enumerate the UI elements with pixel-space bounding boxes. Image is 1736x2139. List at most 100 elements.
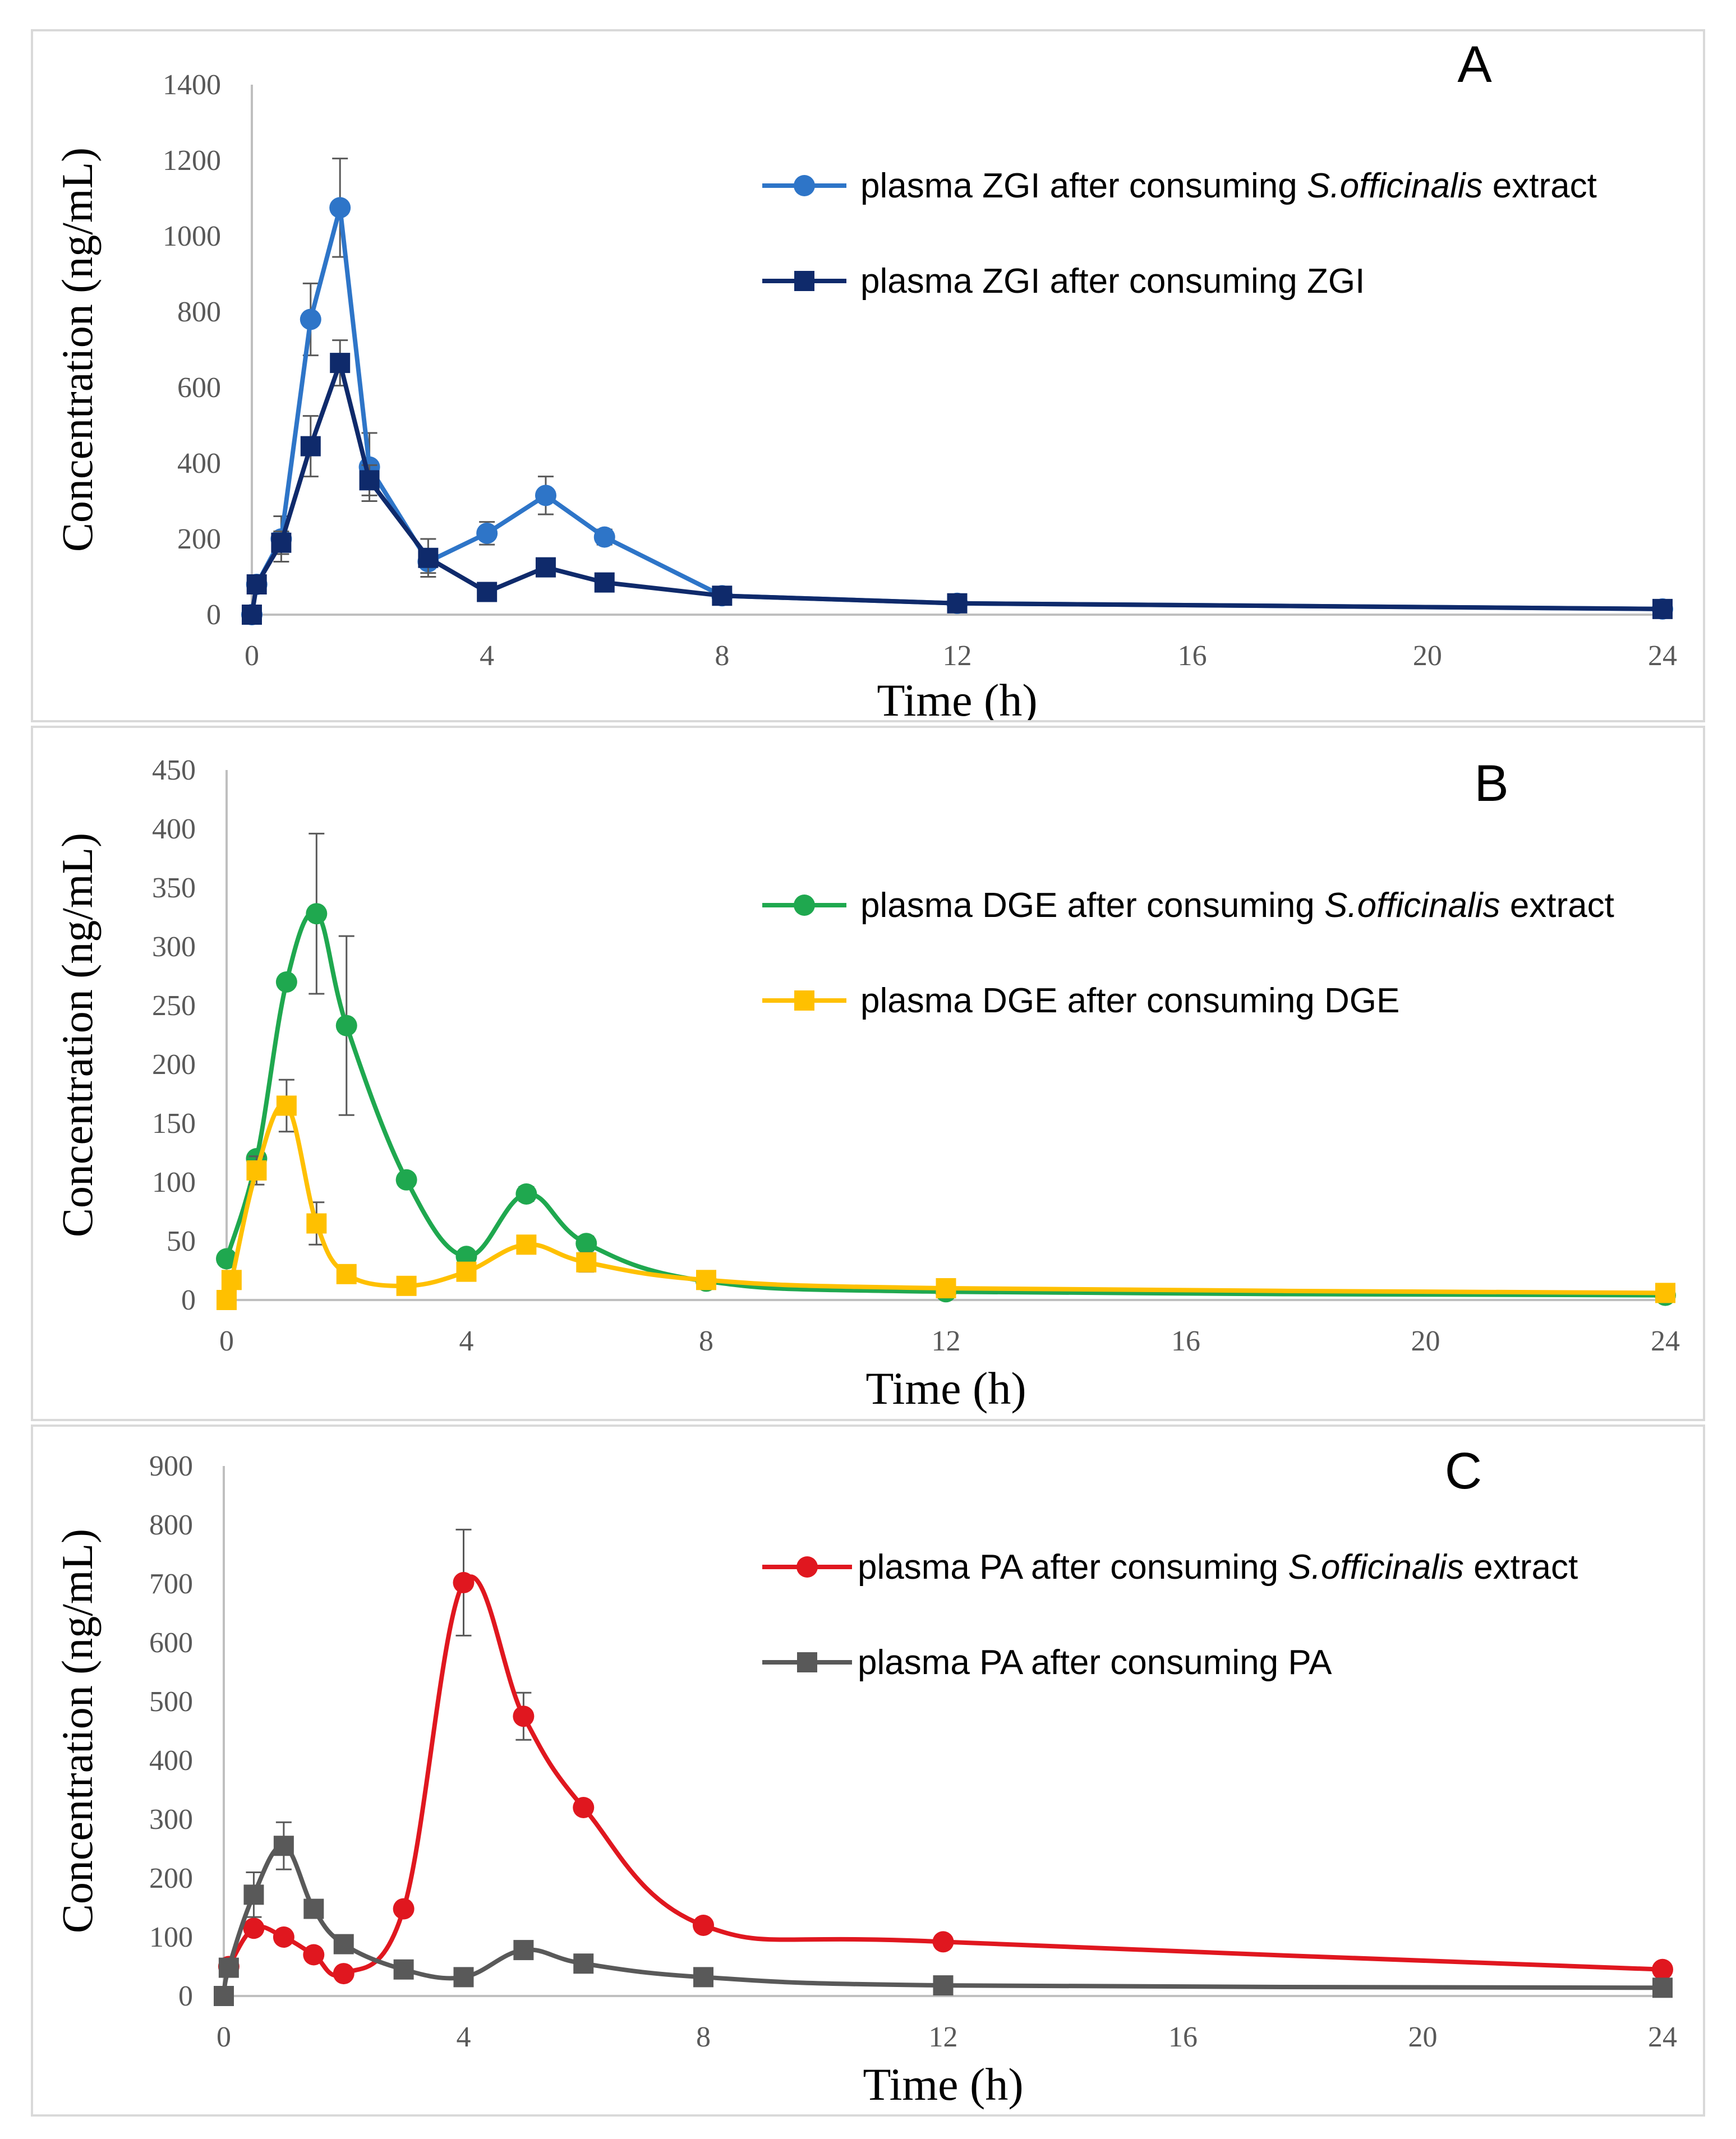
x-tick-label: 4 xyxy=(480,640,494,672)
x-tick-label: 16 xyxy=(1171,1325,1200,1357)
legend-marker xyxy=(797,1652,817,1672)
x-tick-label: 0 xyxy=(217,2021,231,2053)
x-tick-label: 8 xyxy=(715,640,729,672)
legend-entry: plasma PA after consuming S.officinalis … xyxy=(858,1548,1578,1587)
data-point xyxy=(243,1917,265,1939)
panel-letter: C xyxy=(1445,1442,1482,1500)
y-tick-label: 250 xyxy=(152,990,196,1022)
data-point xyxy=(303,1898,324,1919)
y-axis-title: Concentration (ng/mL) xyxy=(53,147,102,552)
data-point xyxy=(216,1248,237,1270)
data-point xyxy=(693,1915,714,1936)
series-1 xyxy=(214,1821,1673,2006)
chart-svg-b: 0 50 100 150 200 250 300 350 400 450 0 4 8 12 16 20 24 Ti… xyxy=(53,754,1680,1414)
legend-text-prefix: plasma PA after consuming xyxy=(858,1548,1288,1587)
legend-text-prefix: plasma DGE after consuming DGE xyxy=(860,981,1399,1020)
series-line xyxy=(250,361,1663,615)
y-axis-title: Concentration (ng/mL) xyxy=(53,1529,102,1933)
data-point xyxy=(576,1252,597,1273)
legend-text-suffix: extract xyxy=(1464,1548,1578,1587)
y-tick-label: 400 xyxy=(177,448,221,480)
data-point xyxy=(218,1957,239,1978)
legend-text-italic: S.officinalis xyxy=(1307,167,1483,205)
x-tick-label: 24 xyxy=(1648,640,1677,672)
data-point xyxy=(693,1967,713,1988)
x-tick-label: 4 xyxy=(457,2021,471,2053)
data-point xyxy=(696,1270,716,1290)
x-tick-label: 12 xyxy=(929,2021,958,2053)
x-tick-label: 12 xyxy=(932,1325,961,1357)
x-axis-title: Time (h) xyxy=(863,2059,1023,2110)
legend-marker xyxy=(794,175,815,196)
y-tick-label: 1200 xyxy=(163,145,221,177)
x-tick-label: 4 xyxy=(459,1325,474,1357)
data-point xyxy=(359,470,380,491)
chart-svg-c: 0 100 200 300 400 500 600 700 800 900 0 4 8 12 16 20 24 T… xyxy=(53,1442,1677,2110)
data-point xyxy=(575,1233,597,1255)
data-point xyxy=(333,1934,354,1954)
y-tick-label: 600 xyxy=(149,1627,193,1659)
chart-panel-c: 0 100 200 300 400 500 600 700 800 900 0 4 8 12 16 20 24 T… xyxy=(31,1425,1705,2117)
data-point xyxy=(1652,598,1673,619)
data-point xyxy=(1655,1283,1675,1303)
data-point xyxy=(306,903,328,925)
legend-entry: plasma ZGI after consuming S.officinalis… xyxy=(860,167,1597,205)
y-tick-label: 300 xyxy=(152,931,196,963)
y-axis-title: Concentration (ng/mL) xyxy=(53,833,102,1237)
x-tick-label: 8 xyxy=(699,1325,713,1357)
series-0 xyxy=(218,1528,1673,1985)
y-tick-label: 150 xyxy=(152,1108,196,1140)
data-point xyxy=(947,593,968,614)
x-tick-label: 20 xyxy=(1411,1325,1440,1357)
chart-panel-a: 0 200 400 600 800 1000 1200 1400 0 4 8 12 16 20 24 Time… xyxy=(31,29,1705,722)
data-point xyxy=(214,1986,234,2006)
data-point xyxy=(535,557,556,578)
data-point xyxy=(393,1898,415,1920)
x-tick-label: 16 xyxy=(1168,2021,1198,2053)
y-tick-label: 450 xyxy=(152,754,196,786)
legend-text-prefix: plasma ZGI after consuming ZGI xyxy=(860,262,1365,301)
series-line xyxy=(224,910,1666,1298)
y-tick-label: 800 xyxy=(177,296,221,328)
series-1 xyxy=(217,1078,1675,1310)
data-point xyxy=(242,605,262,625)
data-point xyxy=(273,1926,294,1948)
legend-text-suffix: extract xyxy=(1483,167,1597,205)
data-point xyxy=(396,1275,417,1296)
y-tick-label: 100 xyxy=(152,1167,196,1198)
data-point xyxy=(271,532,292,553)
data-point xyxy=(936,1278,956,1298)
legend-marker xyxy=(794,271,814,291)
legend-entry: plasma DGE after consuming DGE xyxy=(860,981,1399,1020)
x-tick-label: 0 xyxy=(219,1325,234,1357)
x-tick-label: 12 xyxy=(943,640,972,672)
y-tick-label: 900 xyxy=(149,1450,193,1482)
legend-text-suffix: extract xyxy=(1500,886,1614,925)
legend-marker xyxy=(796,1556,818,1578)
data-point xyxy=(573,1953,594,1974)
legend-entry: plasma PA after consuming PA xyxy=(858,1643,1332,1682)
x-tick-label: 20 xyxy=(1413,640,1442,672)
chart-svg-a: 0 200 400 600 800 1000 1200 1400 0 4 8 12 16 20 24 Time… xyxy=(53,36,1677,720)
y-tick-label: 800 xyxy=(149,1509,193,1541)
data-point xyxy=(336,1264,357,1284)
data-point xyxy=(221,1270,242,1290)
data-point xyxy=(513,1705,535,1727)
legend-text-italic: S.officinalis xyxy=(1288,1548,1464,1587)
data-point xyxy=(932,1931,954,1953)
data-point xyxy=(712,586,733,606)
panel-letter: A xyxy=(1457,36,1492,93)
data-point xyxy=(333,1963,354,1985)
data-point xyxy=(515,1183,537,1205)
data-point xyxy=(303,1944,325,1966)
data-point xyxy=(393,1959,414,1980)
data-point xyxy=(456,1261,477,1282)
x-tick-label: 8 xyxy=(696,2021,711,2053)
data-point xyxy=(246,574,267,594)
data-point xyxy=(477,582,498,602)
legend-text-italic: S.officinalis xyxy=(1324,886,1500,925)
data-point xyxy=(335,1015,357,1036)
legend-entry: plasma ZGI after consuming ZGI xyxy=(860,262,1365,301)
y-tick-label: 300 xyxy=(149,1804,193,1836)
y-tick-label: 200 xyxy=(149,1863,193,1894)
